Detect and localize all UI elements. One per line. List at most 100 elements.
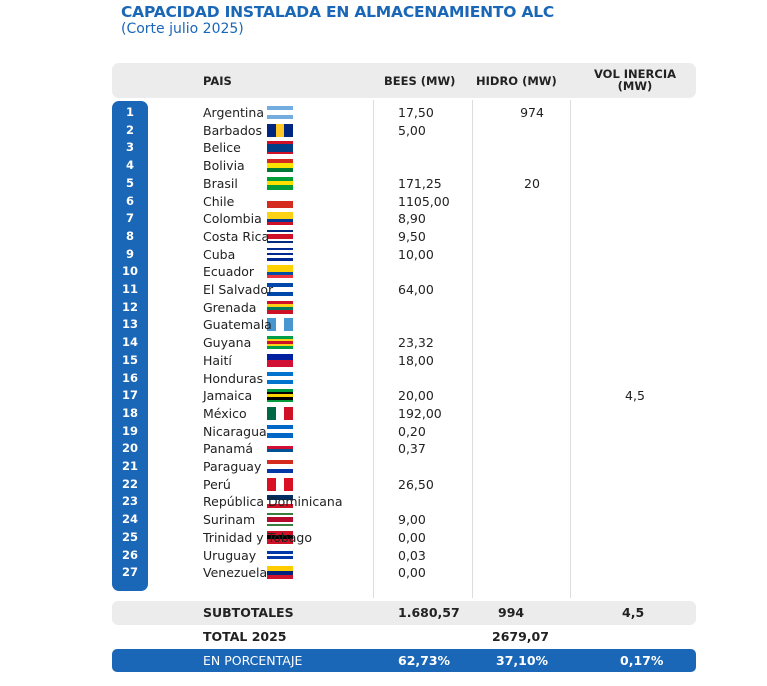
divider bbox=[570, 100, 571, 598]
total-value: 2679,07 bbox=[492, 629, 549, 644]
header-vol-inercia: VOL INERCIA (MW) bbox=[593, 67, 677, 93]
bees-value: 18,00 bbox=[398, 352, 434, 368]
subtotal-hidro: 994 bbox=[498, 605, 525, 620]
flag-icon bbox=[267, 424, 293, 438]
table-row: 3 Belice bbox=[112, 139, 696, 157]
bees-value: 9,00 bbox=[398, 512, 426, 528]
table-row: 11 El Salvador 64,00 bbox=[112, 281, 696, 299]
subtotals-row: SUBTOTALES 1.680,57 994 4,5 bbox=[112, 601, 696, 625]
flag-icon bbox=[267, 106, 293, 119]
country-name: Guatemala bbox=[203, 317, 272, 333]
bees-value: 0,20 bbox=[398, 423, 426, 439]
flag-icon bbox=[267, 336, 293, 350]
country-name: Brasil bbox=[203, 175, 238, 191]
percent-hidro: 37,10% bbox=[496, 653, 549, 668]
country-name: Argentina bbox=[203, 105, 264, 120]
row-number: 7 bbox=[125, 211, 134, 226]
country-name: República Dominicana bbox=[203, 494, 343, 510]
header-hidro: HIDRO (MW) bbox=[476, 74, 557, 88]
flag-icon bbox=[267, 194, 293, 208]
flag-icon bbox=[267, 229, 293, 243]
flag-icon bbox=[267, 477, 293, 491]
table-row: 17 Jamaica 20,00 4,5 bbox=[112, 387, 696, 405]
table-row: 6 Chile 1105,00 bbox=[112, 193, 696, 211]
country-name: Ecuador bbox=[203, 264, 255, 280]
country-name: Venezuela bbox=[203, 565, 268, 581]
bees-value: 171,25 bbox=[398, 175, 442, 191]
row-number: 21 bbox=[121, 459, 138, 473]
row-number: 20 bbox=[121, 441, 138, 456]
table-row: 5 Brasil 171,25 20 bbox=[112, 175, 696, 193]
row-number: 3 bbox=[125, 140, 134, 155]
table-row: 23 República Dominicana bbox=[112, 493, 696, 511]
table-row: 2 Barbados 5,00 bbox=[112, 122, 696, 140]
flag-icon bbox=[267, 389, 293, 403]
row-number: 19 bbox=[121, 423, 138, 438]
row-number: 25 bbox=[121, 529, 138, 544]
bees-value: 9,50 bbox=[398, 228, 426, 244]
country-name: Haití bbox=[203, 352, 232, 368]
country-name: Belice bbox=[203, 140, 241, 156]
bees-value: 23,32 bbox=[398, 335, 434, 351]
country-name: Colombia bbox=[203, 211, 262, 227]
flag-icon bbox=[267, 530, 293, 544]
row-number: 10 bbox=[121, 264, 138, 279]
bees-value: 0,03 bbox=[398, 547, 426, 563]
country-name: Cuba bbox=[203, 246, 236, 262]
table-row: 1 Argentina 17,50 974 bbox=[112, 104, 696, 122]
header-pais: PAIS bbox=[203, 74, 232, 88]
row-number: 18 bbox=[121, 405, 138, 420]
table-row: 26 Uruguay 0,03 bbox=[112, 547, 696, 565]
table-row: 19 Nicaragua 0,20 bbox=[112, 423, 696, 441]
table-row: 12 Grenada bbox=[112, 299, 696, 317]
country-name: Uruguay bbox=[203, 547, 257, 563]
table-row: 7 Colombia 8,90 bbox=[112, 210, 696, 228]
header-bees: BEES (MW) bbox=[384, 74, 456, 88]
table-row: 18 México 192,00 bbox=[112, 405, 696, 423]
flag-icon bbox=[267, 247, 293, 261]
row-number: 9 bbox=[125, 246, 134, 261]
country-name: Jamaica bbox=[203, 388, 253, 404]
percentage-label: EN PORCENTAJE bbox=[203, 653, 303, 668]
row-number: 23 bbox=[121, 494, 138, 509]
row-number: 5 bbox=[125, 175, 134, 190]
flag-icon bbox=[267, 442, 293, 456]
country-name: México bbox=[203, 405, 247, 421]
bees-value: 0,00 bbox=[398, 565, 426, 581]
table-row: 15 Haití 18,00 bbox=[112, 352, 696, 370]
flag-icon bbox=[267, 460, 293, 473]
flag-icon bbox=[267, 566, 293, 580]
bees-value: 0,37 bbox=[398, 441, 426, 457]
row-number: 15 bbox=[121, 352, 138, 367]
table-row: 9 Cuba 10,00 bbox=[112, 246, 696, 264]
flag-icon bbox=[267, 176, 293, 190]
hidro-value: 974 bbox=[520, 105, 544, 120]
subtotals-label: SUBTOTALES bbox=[203, 605, 294, 620]
vol-inercia-value: 4,5 bbox=[625, 388, 645, 404]
row-number: 1 bbox=[125, 105, 134, 119]
country-name: Grenada bbox=[203, 299, 257, 315]
table-row: 24 Surinam 9,00 bbox=[112, 511, 696, 529]
total-row: TOTAL 2025 2679,07 bbox=[112, 626, 696, 648]
flag-icon bbox=[267, 159, 293, 173]
flag-icon bbox=[267, 283, 293, 296]
row-number: 16 bbox=[121, 370, 138, 385]
row-number: 27 bbox=[121, 565, 138, 580]
table-row: 21 Paraguay bbox=[112, 458, 696, 476]
bees-value: 10,00 bbox=[398, 246, 434, 262]
country-name: Nicaragua bbox=[203, 423, 267, 439]
bees-value: 192,00 bbox=[398, 405, 442, 421]
flag-icon bbox=[267, 300, 293, 314]
country-name: Perú bbox=[203, 476, 231, 492]
country-name: Honduras bbox=[203, 370, 264, 386]
row-number: 2 bbox=[125, 122, 134, 137]
country-name: Trinidad y Tobago bbox=[203, 529, 313, 545]
table-row: 16 Honduras bbox=[112, 370, 696, 388]
row-number: 4 bbox=[125, 158, 134, 173]
flag-icon bbox=[267, 513, 293, 527]
row-number: 13 bbox=[121, 317, 138, 332]
page-subtitle: (Corte julio 2025) bbox=[121, 21, 244, 37]
row-number: 17 bbox=[121, 388, 138, 403]
table-row: 14 Guyana 23,32 bbox=[112, 334, 696, 352]
table-row: 13 Guatemala bbox=[112, 316, 696, 334]
